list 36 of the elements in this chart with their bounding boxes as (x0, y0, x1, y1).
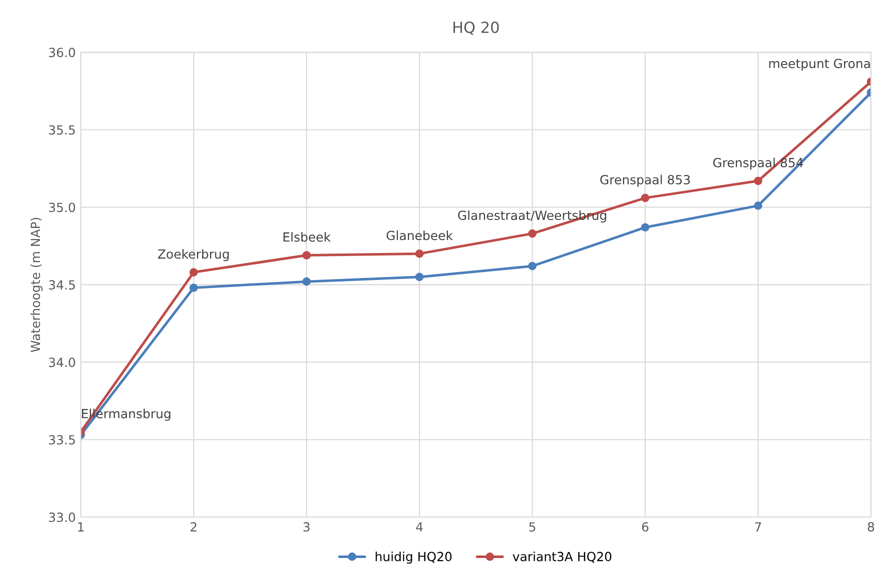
point (641, 223, 650, 232)
point (641, 194, 650, 202)
point (528, 229, 536, 238)
x-tick-label: 4 (416, 522, 423, 532)
y-tick-label: 33.0 (49, 512, 76, 522)
x-tick-label: 1 (78, 522, 84, 532)
y-axis-title: Waterhoogte (m NAP) (30, 218, 43, 352)
x-tick-label: 6 (642, 522, 648, 532)
point (754, 202, 762, 210)
chart-title: HQ 20 (453, 22, 499, 35)
point (528, 262, 536, 270)
point (754, 176, 762, 186)
x-tick-label: 7 (755, 522, 761, 532)
point (415, 272, 424, 282)
annotation: Elsbeek (284, 232, 331, 242)
point (302, 277, 311, 286)
x-tick-label: 8 (868, 522, 874, 532)
y-tick-label: 35.0 (49, 202, 76, 212)
point (189, 268, 198, 276)
annotation: Grenspaal 853 (600, 174, 690, 187)
x-tick-label: 5 (529, 522, 536, 532)
legend-label: huidig HQ20 (376, 552, 452, 564)
point (415, 250, 424, 258)
legend-label: variant3A HQ20 (512, 552, 612, 563)
point (302, 251, 311, 260)
x-tick-label: 2 (190, 522, 196, 532)
y-tick-label: 36.0 (49, 48, 76, 58)
y-tick-label: 34.0 (49, 358, 76, 368)
x-tick-label: 3 (304, 522, 310, 532)
annotation: meetpunt Grona (769, 58, 870, 71)
y-tick-label: 34.5 (49, 280, 75, 290)
annotation: Glanebeek (386, 230, 453, 240)
y-tick-label: 35.5 (49, 125, 75, 135)
point (189, 284, 198, 292)
y-tick-label: 33.5 (49, 435, 75, 445)
annotation: Zoekerbrug (158, 249, 229, 262)
